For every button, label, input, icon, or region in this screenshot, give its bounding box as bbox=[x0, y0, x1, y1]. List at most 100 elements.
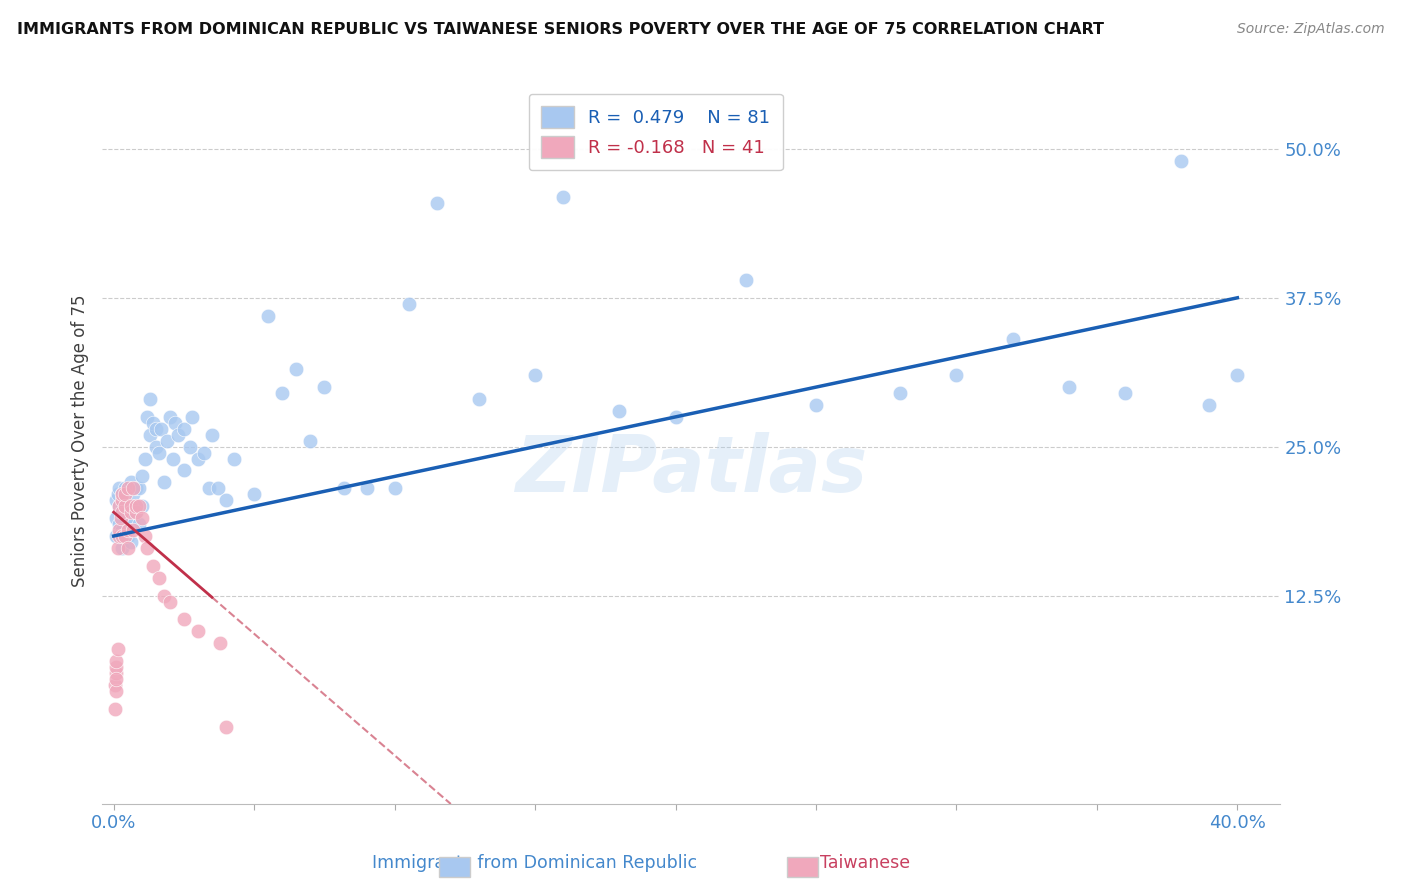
Point bbox=[105, 654, 128, 668]
Point bbox=[125, 481, 148, 495]
Point bbox=[122, 523, 145, 537]
Point bbox=[1198, 398, 1220, 412]
Point bbox=[114, 500, 136, 514]
Point bbox=[111, 487, 134, 501]
Point bbox=[945, 368, 967, 383]
Point bbox=[108, 500, 131, 514]
Point bbox=[468, 392, 491, 406]
Point bbox=[114, 487, 136, 501]
Point bbox=[117, 481, 139, 495]
Point bbox=[122, 481, 145, 495]
Point bbox=[131, 469, 153, 483]
Point bbox=[117, 481, 139, 495]
Point bbox=[117, 511, 139, 525]
Point bbox=[136, 541, 159, 555]
Point bbox=[145, 422, 167, 436]
Point bbox=[107, 541, 129, 555]
Point bbox=[131, 500, 153, 514]
Point bbox=[215, 493, 238, 508]
Point bbox=[134, 529, 156, 543]
Point bbox=[134, 451, 156, 466]
Point bbox=[609, 404, 631, 418]
Point bbox=[120, 500, 142, 514]
Legend: R =  0.479    N = 81, R = -0.168   N = 41: R = 0.479 N = 81, R = -0.168 N = 41 bbox=[529, 94, 783, 170]
Point bbox=[111, 523, 134, 537]
Point bbox=[198, 481, 221, 495]
Point bbox=[257, 309, 280, 323]
Point bbox=[187, 451, 209, 466]
Point bbox=[145, 440, 167, 454]
Point bbox=[111, 500, 134, 514]
Point bbox=[153, 589, 176, 603]
Point bbox=[224, 451, 246, 466]
Point bbox=[131, 511, 153, 525]
Point bbox=[117, 529, 139, 543]
Point bbox=[125, 500, 148, 514]
Point bbox=[179, 440, 201, 454]
Point bbox=[215, 720, 238, 734]
Point bbox=[173, 612, 195, 626]
Point bbox=[148, 571, 170, 585]
Y-axis label: Seniors Poverty Over the Age of 75: Seniors Poverty Over the Age of 75 bbox=[72, 294, 89, 587]
Point bbox=[1226, 368, 1249, 383]
Point bbox=[128, 481, 150, 495]
Text: Source: ZipAtlas.com: Source: ZipAtlas.com bbox=[1237, 22, 1385, 37]
Point bbox=[162, 451, 184, 466]
Point bbox=[299, 434, 322, 448]
Point bbox=[664, 409, 686, 424]
Point bbox=[111, 505, 134, 519]
Point bbox=[193, 445, 215, 459]
Point bbox=[128, 517, 150, 532]
Point bbox=[108, 529, 131, 543]
Point bbox=[125, 505, 148, 519]
Point bbox=[122, 487, 145, 501]
Point bbox=[150, 422, 173, 436]
Point bbox=[104, 511, 127, 525]
Point bbox=[120, 505, 142, 519]
Point bbox=[108, 481, 131, 495]
Point bbox=[114, 529, 136, 543]
Point bbox=[142, 416, 165, 430]
Point bbox=[165, 416, 187, 430]
Point bbox=[553, 189, 575, 203]
Point bbox=[114, 505, 136, 519]
Point bbox=[271, 386, 294, 401]
Point bbox=[201, 427, 224, 442]
Text: Taiwanese: Taiwanese bbox=[820, 855, 910, 872]
Point bbox=[136, 409, 159, 424]
Point bbox=[105, 672, 128, 686]
Point bbox=[120, 535, 142, 549]
Point bbox=[243, 487, 266, 501]
Point bbox=[167, 427, 190, 442]
Point bbox=[159, 594, 181, 608]
Point bbox=[120, 500, 142, 514]
Point bbox=[125, 505, 148, 519]
Point bbox=[110, 511, 132, 525]
Point bbox=[209, 636, 232, 650]
Point bbox=[107, 487, 129, 501]
Point bbox=[285, 362, 308, 376]
Point bbox=[142, 558, 165, 573]
Point bbox=[108, 523, 131, 537]
Point bbox=[384, 481, 406, 495]
Point bbox=[804, 398, 827, 412]
Point bbox=[110, 505, 132, 519]
Point bbox=[314, 380, 336, 394]
Point bbox=[356, 481, 378, 495]
Point bbox=[104, 702, 127, 716]
Point bbox=[889, 386, 911, 401]
Point bbox=[524, 368, 547, 383]
Point bbox=[1057, 380, 1080, 394]
Point bbox=[148, 445, 170, 459]
Point bbox=[156, 434, 179, 448]
Point bbox=[173, 422, 195, 436]
Text: ZIPatlas: ZIPatlas bbox=[515, 432, 868, 508]
Text: Immigrants from Dominican Republic: Immigrants from Dominican Republic bbox=[371, 855, 697, 872]
Point bbox=[1170, 153, 1192, 168]
Point bbox=[207, 481, 229, 495]
Point bbox=[105, 683, 128, 698]
Point bbox=[734, 273, 756, 287]
Point bbox=[1001, 333, 1024, 347]
Point bbox=[107, 642, 129, 657]
Point bbox=[187, 624, 209, 639]
